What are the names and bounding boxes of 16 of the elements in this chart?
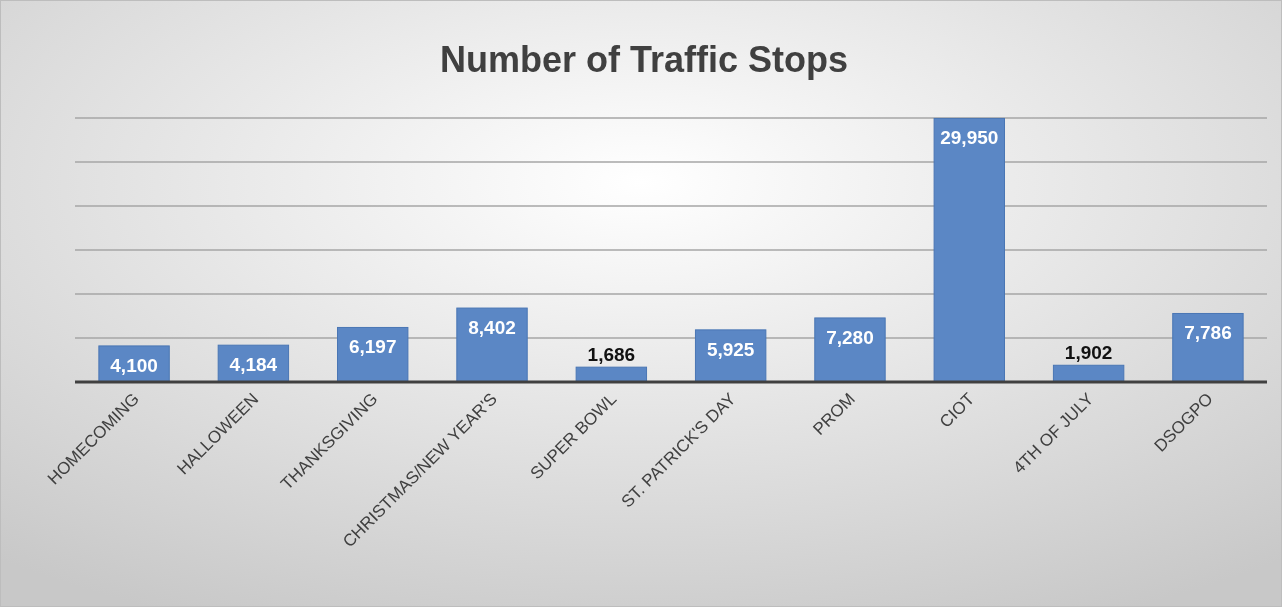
bar: [456, 307, 528, 383]
data-label: 6,197: [348, 336, 397, 358]
data-label: 7,786: [1184, 322, 1232, 344]
bar: [1052, 364, 1125, 383]
data-label: 5,925: [706, 338, 755, 360]
data-label: 1,686: [587, 344, 636, 366]
data-label: 4,184: [229, 354, 278, 376]
data-label: 8,402: [468, 317, 516, 339]
bar: [1172, 312, 1244, 383]
data-label: 4,100: [110, 354, 158, 376]
data-label: 1,902: [1064, 342, 1113, 364]
bar: [814, 317, 886, 383]
data-label: 29,950: [940, 127, 999, 149]
bar: [933, 117, 1005, 383]
chart-title: Number of Traffic Stops: [439, 39, 849, 80]
data-label: 7,280: [826, 326, 874, 348]
